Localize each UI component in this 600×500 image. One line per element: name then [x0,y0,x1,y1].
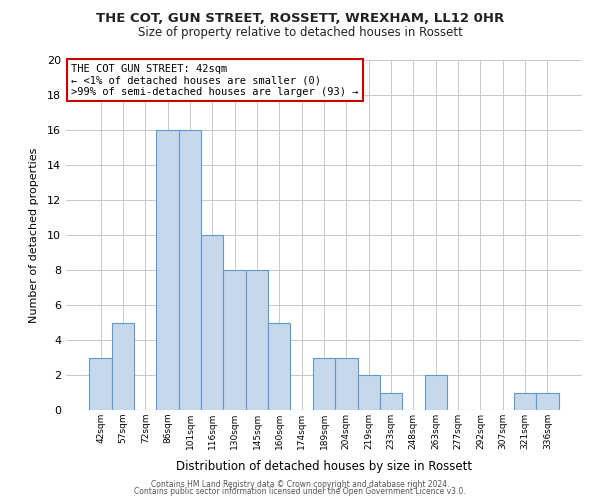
Y-axis label: Number of detached properties: Number of detached properties [29,148,38,322]
Bar [313,358,335,410]
Bar [246,270,268,410]
Text: THE COT GUN STREET: 42sqm
← <1% of detached houses are smaller (0)
>99% of semi-: THE COT GUN STREET: 42sqm ← <1% of detac… [71,64,359,96]
Bar [89,358,112,410]
Bar [179,130,201,410]
Bar [425,375,447,410]
Bar [157,130,179,410]
Bar [223,270,246,410]
Text: Size of property relative to detached houses in Rossett: Size of property relative to detached ho… [137,26,463,39]
Text: Contains HM Land Registry data © Crown copyright and database right 2024.: Contains HM Land Registry data © Crown c… [151,480,449,489]
Bar [380,392,402,410]
Text: THE COT, GUN STREET, ROSSETT, WREXHAM, LL12 0HR: THE COT, GUN STREET, ROSSETT, WREXHAM, L… [96,12,504,26]
Bar [536,392,559,410]
Bar [268,322,290,410]
Bar [514,392,536,410]
Bar [358,375,380,410]
Bar [201,235,223,410]
Bar [112,322,134,410]
Bar [335,358,358,410]
Text: Contains public sector information licensed under the Open Government Licence v3: Contains public sector information licen… [134,488,466,496]
X-axis label: Distribution of detached houses by size in Rossett: Distribution of detached houses by size … [176,460,472,473]
